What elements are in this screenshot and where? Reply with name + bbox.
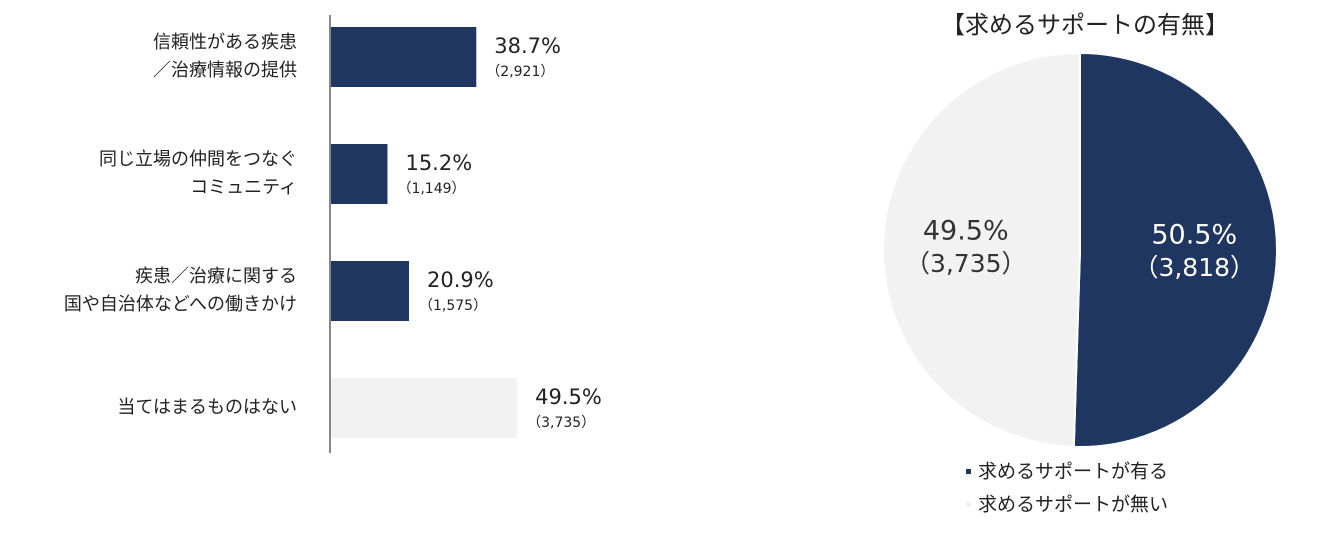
category-label: 同じ立場の仲間をつなぐ コミュニティ [99,149,297,198]
count-label: （3,735） [527,415,595,431]
value-label: 15.2% [405,151,472,175]
category-label-box: 疾患／治療に関する 国や自治体などへの働きかけ [63,266,297,315]
count-label: （1,149） [397,181,465,197]
value-label: 20.9% [427,268,494,292]
value-label: 38.7% [494,34,561,58]
pie-slice [882,51,1081,448]
category-label-box: 信頼性がある疾患 ／治療情報の提供 [153,32,297,81]
slice-count-label: （3,735） [905,249,1027,278]
slice-count-label: （3,818） [1133,253,1255,282]
bar [331,27,477,87]
value-label: 49.5% [535,385,602,409]
category-label: 疾患／治療に関する 国や自治体などへの働きかけ [63,266,297,315]
category-label: 当てはまるものはない [117,397,297,418]
legend-label: 求めるサポートが無い [978,494,1168,516]
count-label: （2,921） [486,64,554,80]
bar [331,261,410,321]
legend-label: 求めるサポートが有る [978,461,1168,483]
category-label: 信頼性がある疾患 ／治療情報の提供 [153,32,297,81]
category-label-box: 当てはまるものはない [117,397,297,418]
pie-slice [1072,51,1278,448]
count-label: （1,575） [419,298,487,314]
chart-title: 【求めるサポートの有無】 [941,11,1229,39]
bar [331,378,518,438]
bar [331,144,388,204]
legend-marker [966,502,971,507]
category-label-box: 同じ立場の仲間をつなぐ コミュニティ [99,149,297,198]
legend-marker [966,469,971,474]
slice-value-label: 50.5% [1151,219,1237,250]
slice-value-label: 49.5% [923,216,1009,247]
